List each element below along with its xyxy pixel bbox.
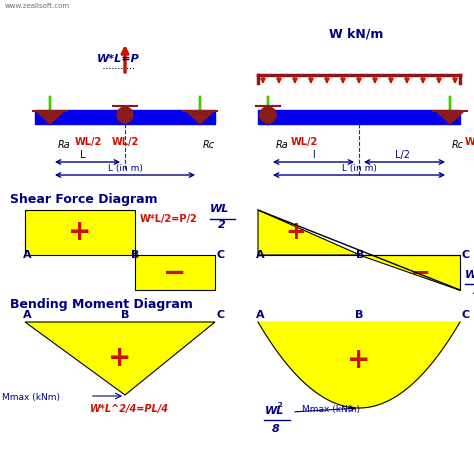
Bar [25,210,135,255]
Text: WL: WL [210,204,229,214]
Text: +: + [109,345,132,372]
Text: C: C [217,310,225,320]
Text: L (in m): L (in m) [342,164,376,173]
Text: +: + [285,220,306,245]
Circle shape [117,107,133,123]
Text: B: B [356,250,365,260]
Text: Rc: Rc [203,140,215,150]
Text: A: A [23,250,32,260]
Text: 8: 8 [272,424,280,434]
Text: Mmax (kNm): Mmax (kNm) [2,393,60,402]
Text: A: A [23,310,32,320]
Text: WL: WL [265,406,284,416]
Polygon shape [258,322,460,408]
Text: l: l [313,150,315,160]
Polygon shape [258,210,360,255]
Text: B: B [355,310,364,320]
Text: www.zeallsoft.com: www.zeallsoft.com [5,3,70,9]
Text: L (in m): L (in m) [108,164,143,173]
Text: C: C [462,250,470,260]
Text: Bending Moment Diagram: Bending Moment Diagram [10,298,193,311]
Text: Mmax (kNm): Mmax (kNm) [302,405,360,414]
Text: −: − [410,260,430,285]
Text: Ra: Ra [58,140,71,150]
Bar [35,110,215,124]
Text: WL: WL [465,270,474,280]
Bar [258,110,460,124]
Text: Shear Force Diagram: Shear Force Diagram [10,193,158,206]
Text: L: L [80,150,86,160]
Text: 2: 2 [278,402,283,408]
Text: C: C [462,310,470,320]
Text: 2: 2 [218,220,226,230]
Text: WL/2: WL/2 [291,137,318,147]
Text: W*L/2=P/2: W*L/2=P/2 [140,214,198,224]
Text: W kN/m: W kN/m [329,28,383,41]
Text: −: − [164,259,187,286]
Text: L/2: L/2 [395,150,410,160]
Circle shape [260,107,276,123]
Polygon shape [360,255,460,290]
Text: 2: 2 [473,286,474,296]
Text: W*L=P: W*L=P [97,54,140,64]
Text: WL/2: WL/2 [112,137,139,147]
Bar [135,255,215,290]
Text: B: B [131,250,139,260]
Text: A: A [256,310,264,320]
Polygon shape [186,111,214,124]
Text: B: B [121,310,129,320]
Circle shape [260,107,276,123]
Text: C: C [217,250,225,260]
Text: +: + [347,346,371,374]
Polygon shape [436,111,464,124]
Text: W*L^2/4=PL/4: W*L^2/4=PL/4 [90,404,169,414]
Polygon shape [36,111,64,124]
Polygon shape [25,322,215,395]
Text: Ra: Ra [276,140,289,150]
Text: WL/2: WL/2 [75,137,102,147]
Text: +: + [68,219,91,246]
Text: Rc: Rc [452,140,464,150]
Text: A: A [256,250,264,260]
Text: WL/2: WL/2 [465,137,474,147]
